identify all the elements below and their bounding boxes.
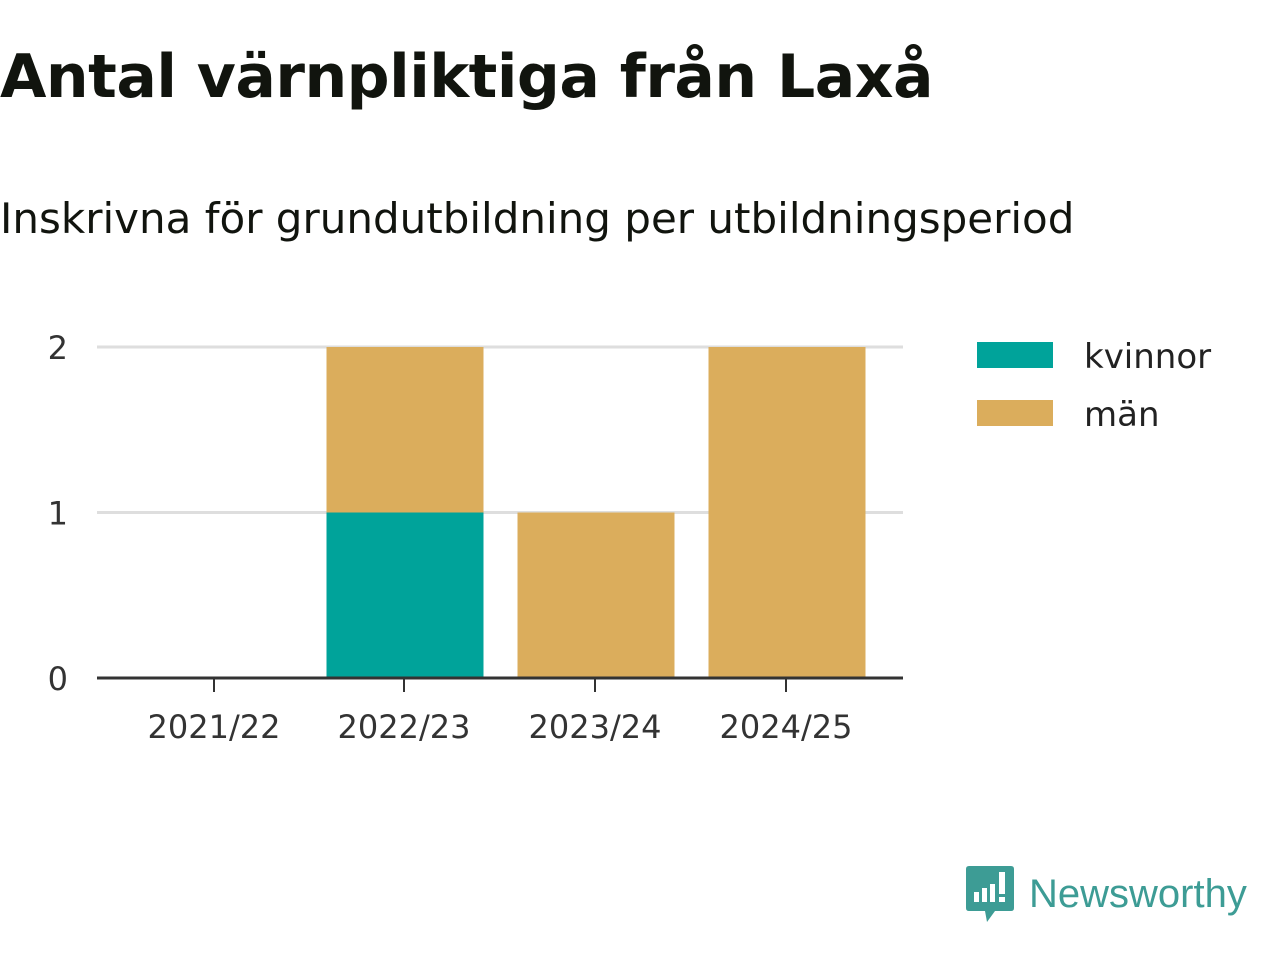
y-tick-label: 0	[48, 660, 68, 698]
bar-män-2024-25	[708, 347, 866, 678]
logo-text: Newsworthy	[1029, 871, 1247, 916]
y-tick-label: 1	[48, 495, 68, 533]
bar-män-2022-23	[326, 347, 484, 513]
x-tick-label: 2022/23	[338, 708, 471, 746]
newsworthy-logo-icon	[966, 866, 1014, 922]
legend-label-män: män	[1084, 395, 1160, 435]
chart-subtitle: Inskrivna för grundutbildning per utbild…	[0, 194, 1075, 243]
bar-män-2023-24	[517, 512, 675, 678]
bar-kvinnor-2022-23	[326, 512, 484, 678]
chart-title: Antal värnpliktiga från Laxå	[0, 42, 933, 112]
legend-swatch-män	[977, 400, 1053, 426]
legend-swatch-kvinnor	[977, 342, 1053, 368]
x-tick-label: 2021/22	[148, 708, 281, 746]
newsworthy-logo: Newsworthy	[965, 864, 1247, 924]
x-tick-label: 2023/24	[529, 708, 662, 746]
y-tick-label: 2	[48, 329, 68, 367]
legend-label-kvinnor: kvinnor	[1084, 337, 1211, 377]
x-tick-label: 2024/25	[720, 708, 853, 746]
